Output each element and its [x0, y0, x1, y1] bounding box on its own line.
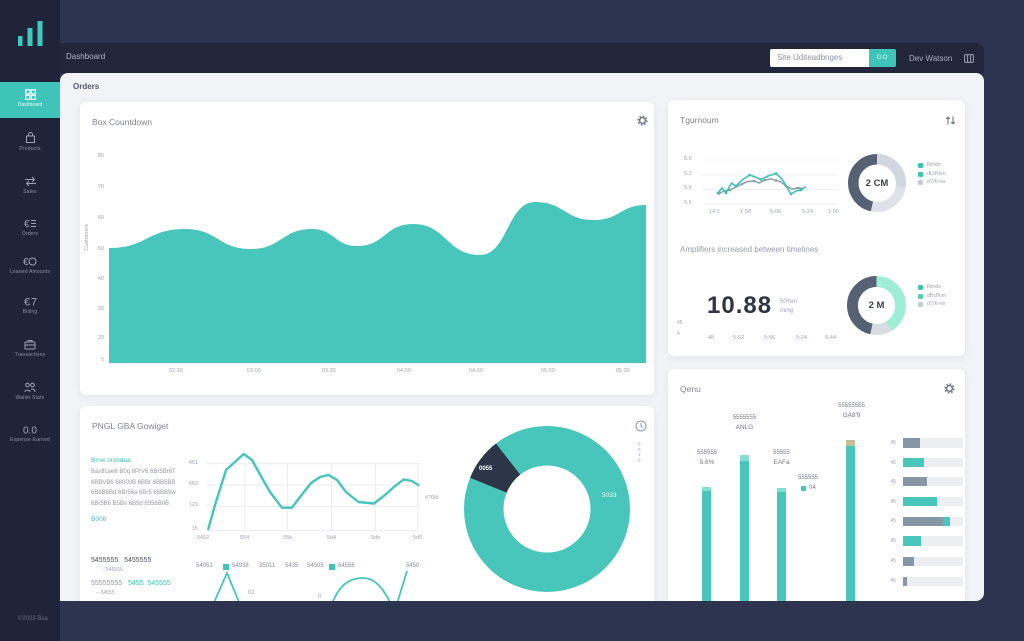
svg-text:€: €	[23, 257, 29, 267]
svg-text:€: €	[24, 219, 30, 229]
svg-text:0.0: 0.0	[23, 426, 37, 436]
svg-text:€ 7: € 7	[24, 297, 37, 308]
